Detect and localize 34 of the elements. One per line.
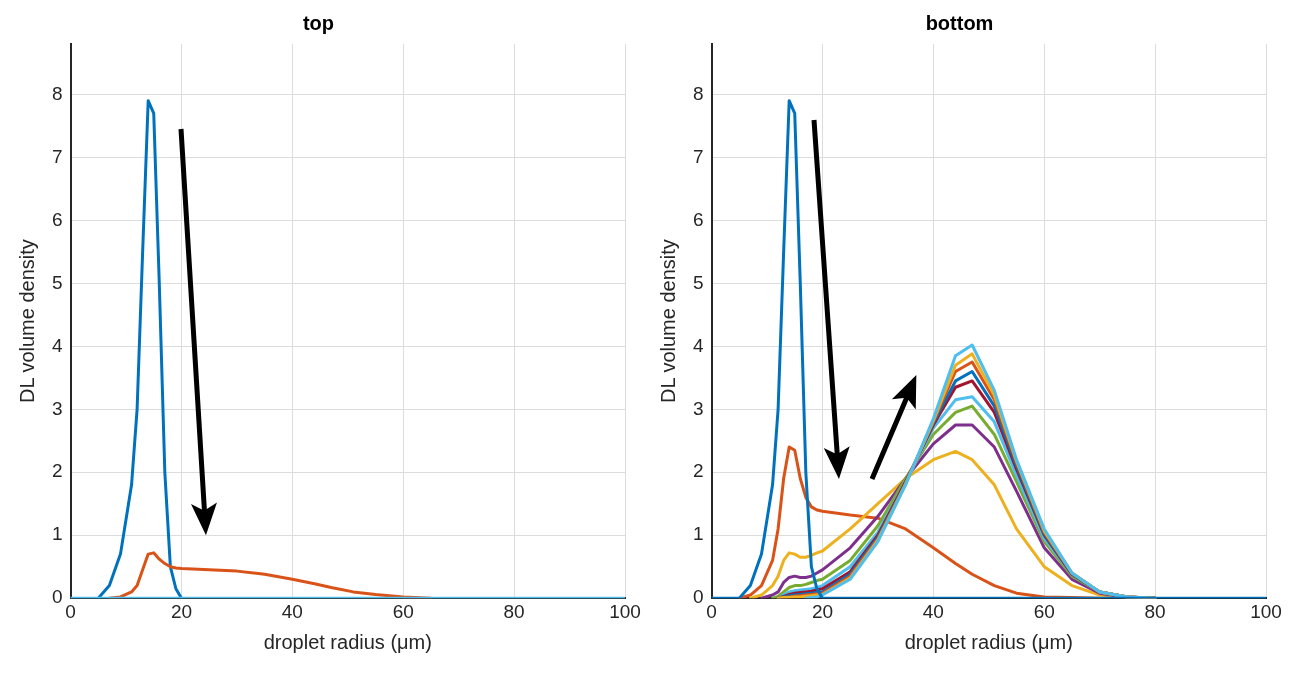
y-axis-title: DL volume density [15, 239, 38, 403]
x-tick-label: 60 [392, 600, 414, 622]
x-tick-label: 40 [281, 600, 303, 622]
x-tick-label: 100 [609, 600, 641, 622]
y-tick-label: 0 [692, 586, 704, 608]
x-tick-label: 80 [503, 600, 525, 622]
y-tick-label: 6 [51, 208, 63, 230]
x-tick-label: 20 [811, 600, 834, 622]
x-tick-label: 40 [922, 600, 944, 622]
x-tick-label: 20 [170, 600, 193, 622]
y-tick-label: 4 [692, 334, 704, 356]
y-tick-label: 4 [51, 334, 63, 356]
x-tick-label: 80 [1144, 600, 1166, 622]
chart-title: bottom [925, 11, 994, 34]
y-tick-label: 7 [51, 145, 63, 167]
y-tick-label: 1 [692, 523, 704, 545]
y-tick-label: 1 [51, 523, 63, 545]
y-tick-label: 0 [51, 586, 63, 608]
x-tick-label: 60 [1033, 600, 1055, 622]
y-tick-label: 6 [692, 208, 704, 230]
y-tick-label: 5 [692, 271, 704, 293]
y-tick-label: 8 [51, 82, 63, 104]
y-tick-label: 8 [692, 82, 704, 104]
y-axis-title: DL volume density [656, 239, 679, 403]
y-tick-label: 2 [692, 460, 704, 482]
x-axis-title: droplet radius (μm) [904, 630, 1073, 653]
chart-title: top [302, 11, 335, 34]
y-tick-label: 2 [51, 460, 63, 482]
x-axis-title: droplet radius (μm) [263, 630, 432, 653]
y-tick-label: 3 [692, 397, 704, 419]
x-tick-label: 100 [1250, 600, 1282, 622]
y-tick-label: 5 [51, 271, 63, 293]
y-tick-label: 3 [51, 397, 63, 419]
y-tick-label: 7 [692, 145, 704, 167]
